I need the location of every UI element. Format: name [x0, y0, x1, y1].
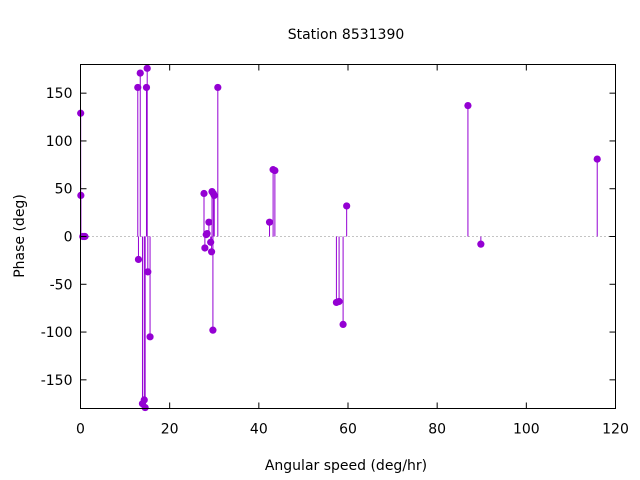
data-point	[134, 83, 142, 92]
x-axis-label: Angular speed (deg/hr)	[265, 458, 427, 474]
x-tick-label: 20	[161, 422, 179, 438]
data-point	[144, 268, 152, 276]
data-point	[141, 403, 149, 412]
x-tick-label: 100	[513, 422, 540, 438]
data-point	[142, 83, 151, 92]
x-tick-label: 120	[602, 422, 629, 438]
x-tick-label: 40	[250, 422, 268, 438]
y-tick-label: 0	[64, 230, 73, 246]
y-tick-label: -100	[41, 325, 73, 341]
data-point	[593, 155, 601, 163]
data-point	[214, 83, 222, 92]
x-tick-label: 0	[76, 422, 85, 438]
y-tick-label: 100	[46, 134, 73, 150]
data-point	[207, 248, 216, 256]
data-point	[343, 202, 351, 210]
data-point	[134, 255, 143, 264]
chart-title: Station 8531390	[288, 27, 405, 43]
data-point	[201, 244, 209, 252]
data-point	[146, 333, 154, 341]
y-tick-label: -50	[50, 277, 73, 293]
data-point	[339, 320, 347, 329]
impulse-layer	[80, 68, 598, 408]
data-point	[207, 238, 215, 246]
tick-label-layer: 0 20 40 60 80 100 120 -150 -100 -50 0 50 100 150	[41, 86, 629, 437]
data-point	[210, 191, 218, 200]
data-point	[209, 326, 217, 334]
data-point	[143, 64, 151, 72]
y-tick-label: 50	[55, 182, 73, 198]
data-point	[464, 101, 472, 110]
tick-layer	[80, 64, 616, 409]
y-tick-label: -150	[41, 373, 73, 389]
data-point	[140, 396, 148, 404]
y-tick-label: 150	[46, 86, 73, 102]
data-point	[203, 230, 211, 238]
data-point	[335, 297, 343, 306]
data-point	[136, 69, 144, 77]
data-point	[477, 240, 485, 248]
x-tick-label: 60	[339, 422, 357, 438]
data-point	[200, 189, 208, 198]
data-point	[271, 166, 279, 175]
data-point	[205, 218, 213, 226]
data-point	[265, 218, 274, 226]
y-axis-label: Phase (deg)	[12, 194, 28, 278]
x-tick-label: 80	[428, 422, 446, 438]
